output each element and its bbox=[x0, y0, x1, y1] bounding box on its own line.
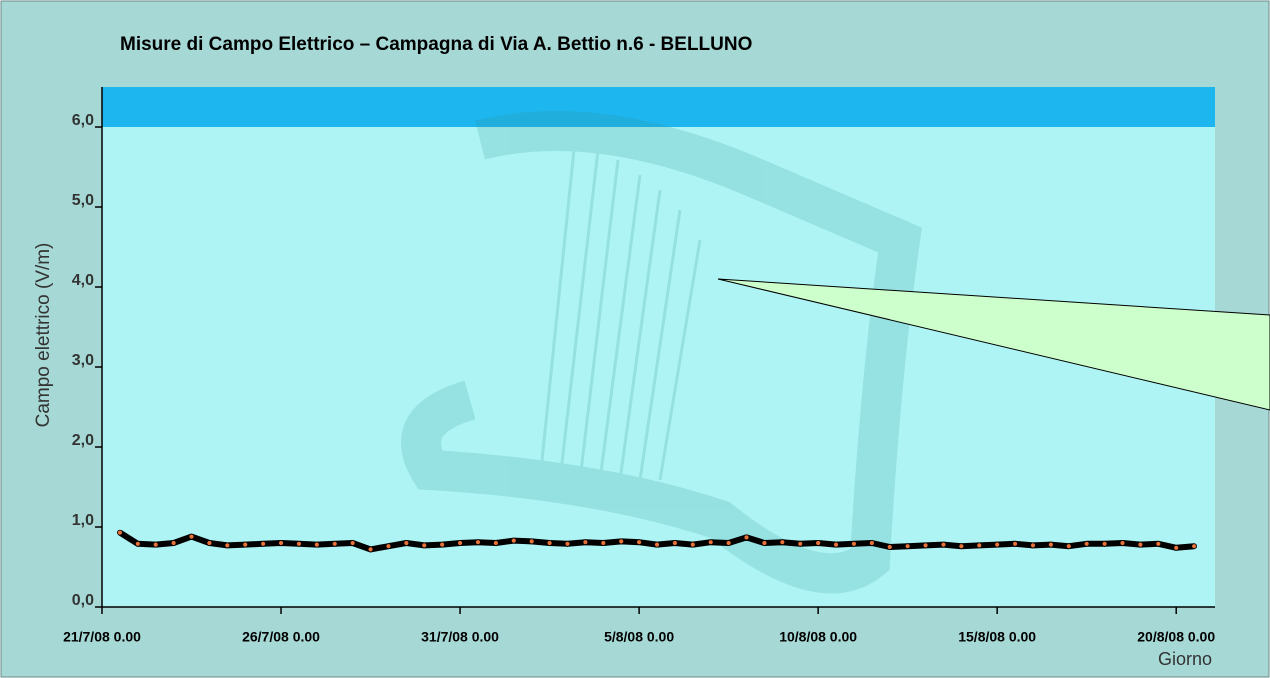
data-point bbox=[475, 540, 480, 545]
data-point bbox=[386, 544, 391, 549]
x-axis-title: Giorno bbox=[1158, 649, 1212, 669]
data-point bbox=[672, 541, 677, 546]
data-point bbox=[440, 542, 445, 547]
data-point bbox=[171, 541, 176, 546]
page: Misure di Campo Elettrico – Campagna di … bbox=[0, 0, 1270, 678]
data-point bbox=[708, 540, 713, 545]
data-point bbox=[368, 547, 373, 552]
data-point bbox=[332, 541, 337, 546]
x-tick-label: 15/8/08 0.00 bbox=[958, 629, 1036, 645]
data-point bbox=[350, 541, 355, 546]
data-point bbox=[458, 541, 463, 546]
data-point bbox=[1084, 541, 1089, 546]
data-point bbox=[619, 539, 624, 544]
data-point bbox=[493, 541, 498, 546]
data-point bbox=[1174, 545, 1179, 550]
x-tick-label: 10/8/08 0.00 bbox=[779, 629, 857, 645]
y-tick-label: 2,0 bbox=[72, 432, 94, 449]
data-point bbox=[601, 541, 606, 546]
data-point bbox=[780, 540, 785, 545]
data-point bbox=[905, 544, 910, 549]
data-point bbox=[529, 539, 534, 544]
data-point bbox=[869, 541, 874, 546]
data-point bbox=[977, 543, 982, 548]
data-point bbox=[995, 542, 1000, 547]
data-point bbox=[1102, 541, 1107, 546]
chart-title: Misure di Campo Elettrico – Campagna di … bbox=[120, 34, 752, 55]
data-point bbox=[637, 540, 642, 545]
data-point bbox=[511, 538, 516, 543]
data-point bbox=[1120, 541, 1125, 546]
x-tick-label: 31/7/08 0.00 bbox=[421, 629, 499, 645]
data-point bbox=[726, 541, 731, 546]
data-point bbox=[1030, 543, 1035, 548]
data-point bbox=[798, 541, 803, 546]
data-point bbox=[279, 541, 284, 546]
data-point bbox=[959, 544, 964, 549]
y-tick-label: 1,0 bbox=[72, 512, 94, 529]
data-point bbox=[744, 535, 749, 540]
data-point bbox=[225, 543, 230, 548]
y-tick-label: 0,0 bbox=[72, 592, 94, 609]
data-point bbox=[189, 534, 194, 539]
data-point bbox=[816, 541, 821, 546]
x-tick-label: 5/8/08 0.00 bbox=[604, 629, 674, 645]
data-point bbox=[153, 542, 158, 547]
data-point bbox=[1013, 541, 1018, 546]
data-point bbox=[887, 545, 892, 550]
data-point bbox=[690, 542, 695, 547]
data-point bbox=[941, 542, 946, 547]
y-tick-label: 4,0 bbox=[72, 272, 94, 289]
limit-band bbox=[102, 87, 1215, 127]
data-point bbox=[1138, 542, 1143, 547]
data-point bbox=[762, 541, 767, 546]
data-point bbox=[851, 541, 856, 546]
data-point bbox=[296, 541, 301, 546]
data-point bbox=[117, 530, 122, 535]
data-point bbox=[565, 541, 570, 546]
data-point bbox=[1048, 542, 1053, 547]
y-tick-label: 5,0 bbox=[72, 192, 94, 209]
chart: Misure di Campo Elettrico – Campagna di … bbox=[0, 0, 1270, 678]
data-point bbox=[1192, 544, 1197, 549]
x-tick-label: 20/8/08 0.00 bbox=[1137, 629, 1215, 645]
x-tick-label: 26/7/08 0.00 bbox=[242, 629, 320, 645]
data-point bbox=[923, 543, 928, 548]
x-tick-label: 21/7/08 0.00 bbox=[63, 629, 141, 645]
data-point bbox=[422, 543, 427, 548]
data-point bbox=[547, 541, 552, 546]
y-tick-label: 3,0 bbox=[72, 352, 94, 369]
data-point bbox=[261, 541, 266, 546]
y-tick-label: 6,0 bbox=[72, 112, 94, 129]
data-point bbox=[243, 542, 248, 547]
data-point bbox=[207, 541, 212, 546]
data-point bbox=[583, 540, 588, 545]
y-axis-title: Campo elettrico (V/m) bbox=[33, 243, 54, 428]
data-point bbox=[1066, 544, 1071, 549]
data-point bbox=[135, 541, 140, 546]
data-point bbox=[404, 541, 409, 546]
data-point bbox=[1156, 541, 1161, 546]
band-layer bbox=[102, 87, 1215, 127]
data-point bbox=[834, 542, 839, 547]
data-point bbox=[314, 542, 319, 547]
data-point bbox=[655, 542, 660, 547]
